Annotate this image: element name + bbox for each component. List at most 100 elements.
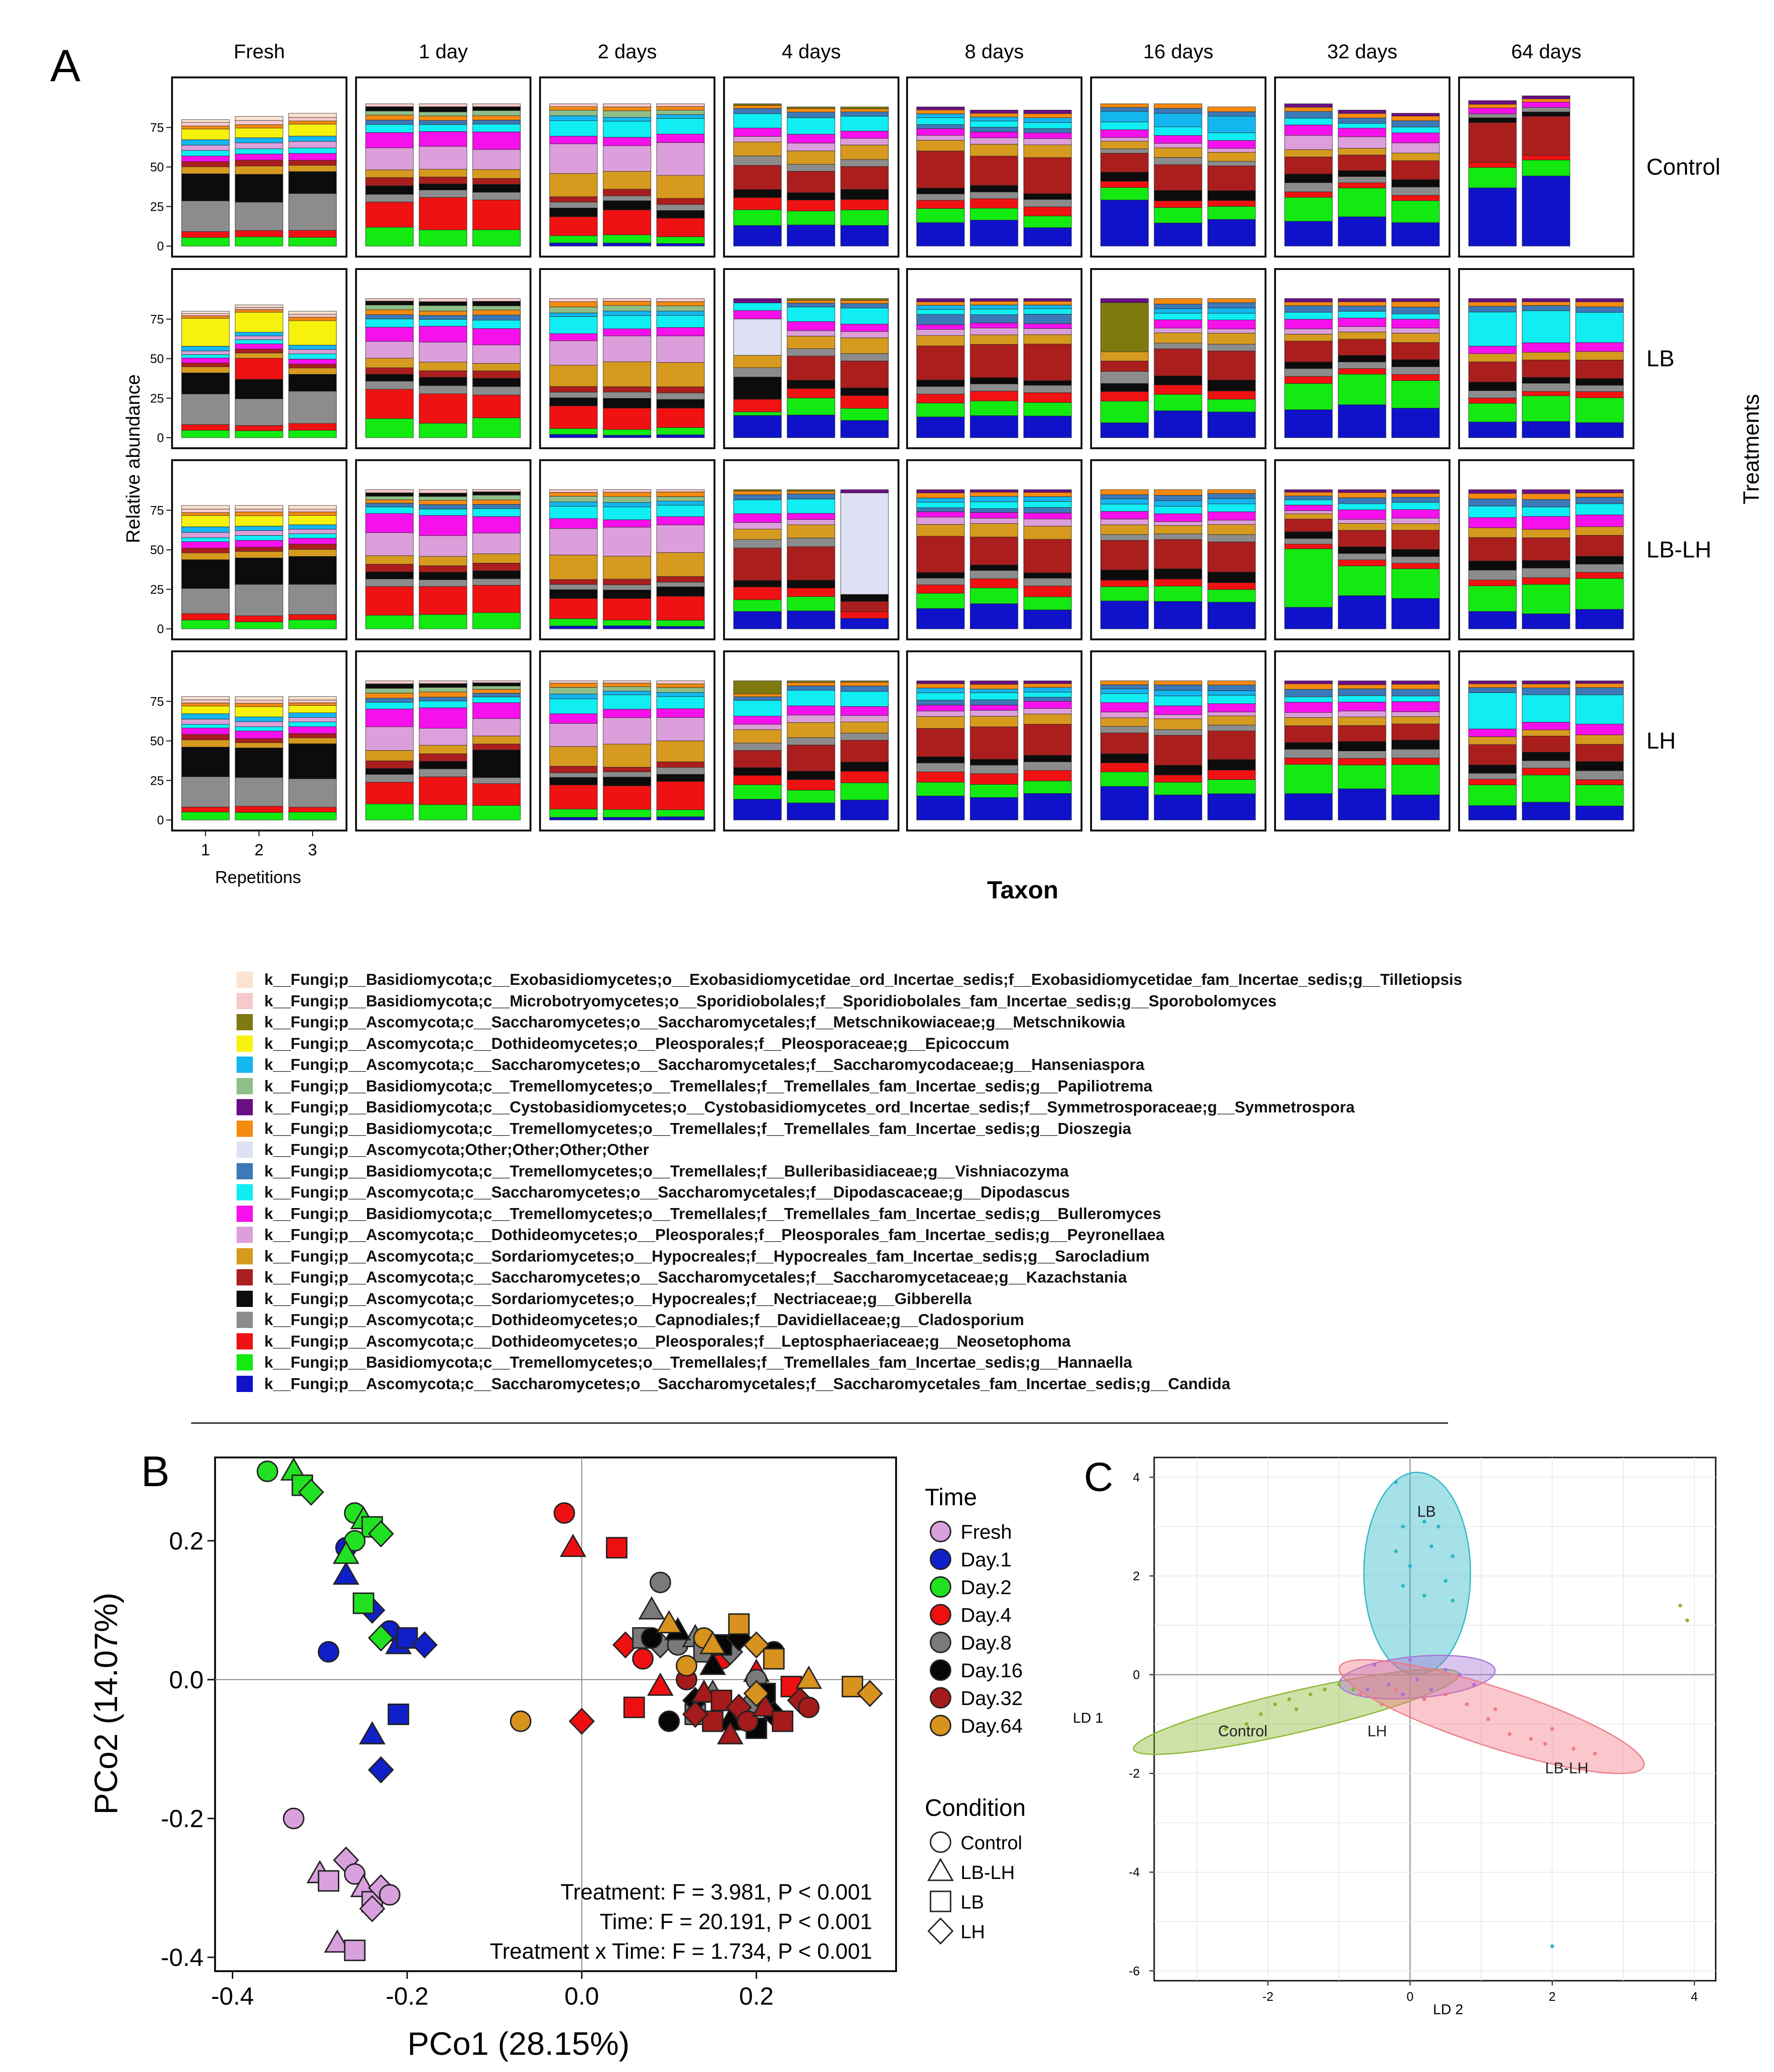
a-bar-segment [656,525,705,553]
a-bar-segment [656,315,705,328]
a-bar-segment [1100,187,1149,200]
a-bar-segment [419,697,467,701]
a-bar-segment [1468,390,1517,399]
a-bar-segment [970,127,1018,132]
a-bar-segment [419,493,467,497]
a-bar-segment [1023,755,1072,762]
a-bar-segment [1522,342,1570,353]
a-y-tick-label: 0 [157,431,164,445]
a-bar-segment [181,515,230,527]
b-point [699,1651,726,1675]
a-bar-segment [603,709,651,718]
a-bar-segment [1575,515,1624,527]
a-bar-segment [1468,403,1517,422]
a-bar-segment [1391,489,1440,494]
a-bar-segment [733,197,782,210]
a-bar-segment [1207,107,1256,112]
a-y-tick-label: 25 [150,391,164,405]
a-bar-segment [419,342,467,363]
a-bar-segment [1338,523,1386,531]
a-bar-segment [1575,360,1624,379]
a-bar-segment [235,742,283,748]
a-bar-segment [472,718,521,736]
a-bar-segment [787,737,835,745]
a-bar-segment [733,411,782,416]
b-point [658,1710,680,1732]
a-bar-segment [549,110,598,116]
a-bar-segment [1207,190,1256,201]
a-bar-segment [1391,749,1440,758]
a-bar-segment [288,614,337,620]
a-bar-segment [603,235,651,244]
a-bar-segment [603,691,651,695]
c-point [1436,1524,1440,1529]
a-bar-segment [787,200,835,212]
a-bar-segment [733,165,782,190]
a-y-tick-label: 75 [150,694,164,709]
a-bar-segment [970,564,1018,571]
a-bar-segment [1023,109,1072,114]
a-bar-segment [1468,765,1517,774]
a-bar-segment [733,310,782,319]
a-bar-segment [235,530,283,536]
a-bar-segment [1468,187,1517,247]
a-bar-segment [840,762,889,772]
a-bar-segment [181,700,230,703]
a-bar-segment [916,117,965,125]
a-bar-segment [840,408,889,421]
a-bar-segment [419,229,467,247]
c-point [1373,1662,1377,1667]
b-time-legend-label: Day.64 [961,1715,1023,1737]
a-bar-segment [970,759,1018,766]
a-bar-segment [656,399,705,409]
a-bar-segment [787,356,835,381]
a-bar-segment [1284,513,1333,519]
c-y-axis-label: LD 1 [1073,1710,1103,1726]
b-point [623,1696,645,1718]
a-bar-segment [1284,717,1333,726]
a-bar-segment [365,327,414,342]
a-bar-segment [419,197,467,230]
a-bar-segment [1575,683,1624,688]
a-bar-segment [549,618,598,626]
b-x-tick-label: 0.0 [564,1983,599,2010]
a-bar-segment [181,512,230,516]
a-bar-segment [472,533,521,554]
b-time-legend-label: Day.32 [961,1687,1023,1709]
a-bar-segment [1154,313,1202,320]
a-bar-segment [472,320,521,329]
a-bar-segment [733,767,782,776]
a-bar-segment [1575,572,1624,579]
a-bar-segment [1338,326,1386,333]
a-bar-segment [472,314,521,321]
a-bar-segment [1154,568,1202,580]
a-bar-segment [656,114,705,119]
b-time-legend-label: Day.4 [961,1604,1012,1626]
a-bar-segment [1338,362,1386,369]
a-bar-segment [1207,380,1256,391]
a-bar-segment [1154,601,1202,629]
a-bar-segment [1100,726,1149,734]
legend-item: k__Fungi;p__Basidiomycota;c__Cystobasidi… [237,1097,1670,1118]
a-bar-segment [1100,733,1149,754]
a-bar-segment [1207,779,1256,794]
a-bar-segment [787,722,835,738]
a-bar-segment [656,434,705,438]
a-bar-segment [733,415,782,438]
a-bar-segment [235,777,283,807]
a-bar-segment [1338,711,1386,717]
b-condition-legend-label: LH [961,1921,985,1942]
a-bar-segment [1468,537,1517,561]
a-bar-segment [1468,113,1517,118]
a-bar-segment [733,367,782,378]
a-bar-segment [288,171,337,194]
a-y-tick-label: 50 [150,543,164,557]
a-bar-segment [549,777,598,786]
a-bar-segment [787,596,835,611]
a-bar-segment [1023,385,1072,393]
a-bar-segment [1023,227,1072,247]
b-y-tick-label: 0.2 [169,1527,204,1555]
a-bar-segment [1575,497,1624,504]
a-bar-segment [840,395,889,409]
